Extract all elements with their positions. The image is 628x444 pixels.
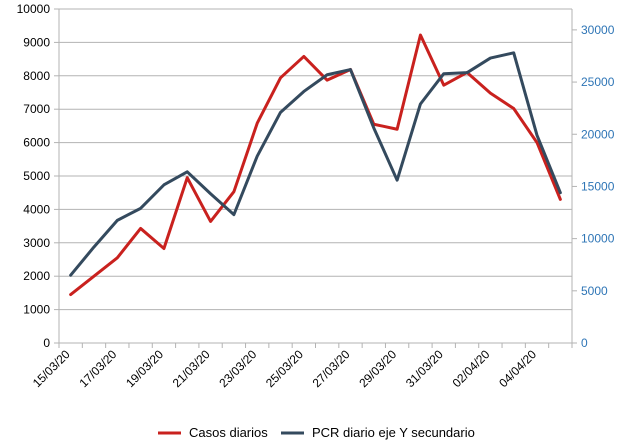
legend: Casos diarios PCR diario eje Y secundario: [158, 425, 475, 440]
y-right-tick-label: 15000: [581, 179, 615, 193]
x-tick-label: 19/03/20: [123, 347, 166, 390]
y-right-tick-label: 30000: [581, 23, 615, 37]
x-tick-label: 27/03/20: [310, 347, 353, 390]
x-tick-label: 04/04/20: [496, 347, 539, 390]
y-left-tick-label: 6000: [23, 136, 50, 150]
y-left-tick-label: 9000: [23, 35, 50, 49]
y-left-tick-label: 0: [43, 336, 50, 350]
x-tick-label: 17/03/20: [76, 347, 119, 390]
y-left-tick-label: 8000: [23, 69, 50, 83]
y-left-tick-label: 2000: [23, 269, 50, 283]
x-tick-label: 21/03/20: [170, 347, 213, 390]
axes: [54, 8, 577, 348]
y-left-tick-label: 10000: [17, 2, 51, 16]
legend-label: Casos diarios: [189, 425, 268, 440]
y-right-tick-label: 5000: [581, 284, 608, 298]
y-left-tick-label: 3000: [23, 236, 50, 250]
series-lines: [69, 33, 562, 297]
x-tick-label: 25/03/20: [263, 347, 306, 390]
x-tick-label: 15/03/20: [30, 347, 73, 390]
y-right-tick-label: 20000: [581, 127, 615, 141]
x-tick-label: 02/04/20: [450, 347, 493, 390]
y-right-tick-label: 10000: [581, 232, 615, 246]
y-right-tick-label: 25000: [581, 75, 615, 89]
x-tick-label: 31/03/20: [403, 347, 446, 390]
y-left-tick-label: 5000: [23, 169, 50, 183]
gridlines: [59, 8, 572, 344]
series-line-2: [69, 51, 562, 277]
x-tick-label: 23/03/20: [216, 347, 259, 390]
y-left-tick-label: 1000: [23, 303, 50, 317]
x-tick-label: 29/03/20: [356, 347, 399, 390]
y-left-tick-label: 7000: [23, 102, 50, 116]
series-line-1: [69, 33, 562, 297]
y-left-tick-label: 4000: [23, 202, 50, 216]
y-right-tick-label: 0: [581, 336, 588, 350]
tick-labels: 0 1000 2000 3000 4000 5000 6000 7000 8000 9000 100…: [17, 2, 615, 390]
legend-label: PCR diario eje Y secundario: [312, 425, 475, 440]
